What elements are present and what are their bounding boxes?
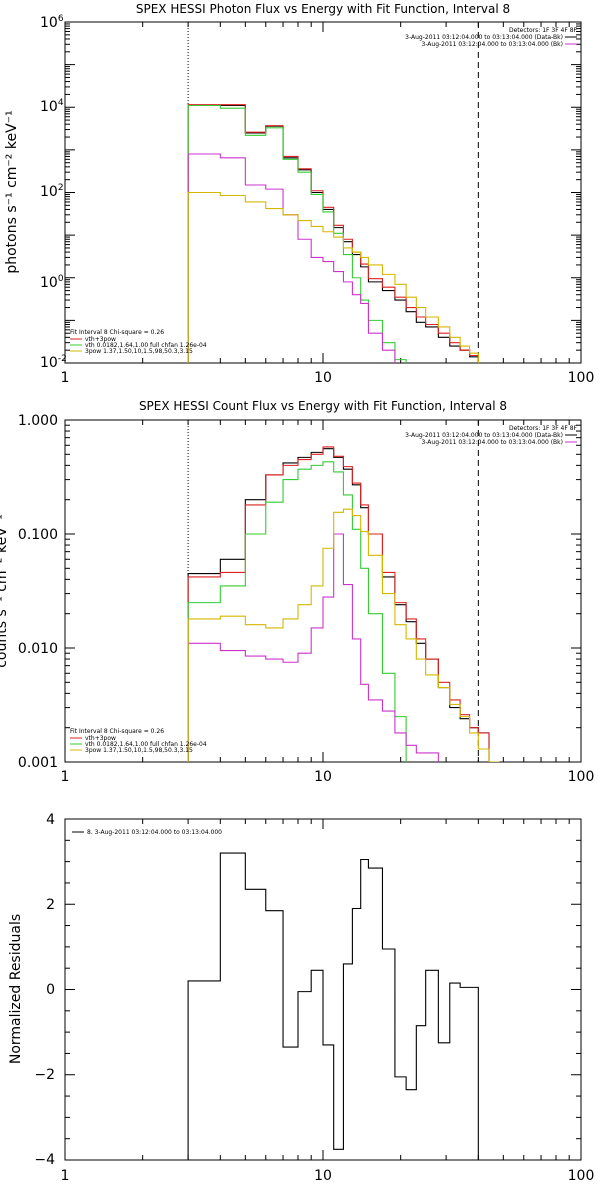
panel2-ytick-label: 0.100: [18, 527, 58, 543]
panel2-ytick-label: 0.010: [18, 641, 58, 657]
panel1-fit-legend-entry: vth 0.0182,1.64,1.00 full chfan 1.26e-04: [85, 342, 207, 349]
residuals-panel: 1 10 100 4 2 0 −2 −4 Normalized Residual…: [8, 812, 594, 1184]
panel1-minor-ticks: [64, 22, 581, 364]
panel2-fit-legend-entry: 3pow 1.37,1.50,10,1.5,98,50.3,3.15: [85, 747, 193, 754]
panel2-xtick-label: 100: [568, 769, 595, 785]
panel3-series-group: [187, 852, 479, 1160]
panel3-ytick-label: 0: [46, 982, 55, 998]
panel3-xtick-label: 10: [314, 1168, 332, 1184]
panel3-minor-ticks: [64, 818, 581, 1161]
series-step-line-2: [187, 104, 407, 363]
panel2-fit-legend-entry: vth+3pow: [85, 735, 116, 742]
panel2-minor-ticks: [64, 420, 581, 763]
series-step-line-0: [187, 448, 500, 762]
panel1-xtick-label: 1: [61, 370, 70, 386]
panel3-ytick-label: 4: [46, 812, 55, 828]
panel1-ytick-label: 10-2: [40, 354, 67, 371]
series-step-line-1: [187, 104, 479, 363]
series-step-line-3: [187, 153, 396, 363]
panel1-legend-entry: 3-Aug-2011 03:12:04.000 to 03:13:04.000 …: [405, 34, 563, 41]
series-step-line-1: [187, 446, 500, 762]
panel1-ytick-label: 102: [40, 183, 64, 200]
panel1-xtick-label: 100: [568, 370, 595, 386]
panel2-fit-legend: Fit Interval 8 Chi-square = 0.26 vth+3po…: [70, 728, 207, 754]
panel2-legend: 3-Aug-2011 03:12:04.000 to 03:13:04.000 …: [405, 432, 577, 446]
panel3-y-axis-label: Normalized Residuals: [8, 914, 24, 1064]
panel1-legend-entry: 3-Aug-2011 03:12:04.000 to 03:13:04.000 …: [421, 41, 563, 48]
panel2-fit-legend-entry: vth 0.0182,1.64,1.00 full chfan 1.26e-04: [85, 741, 207, 748]
panel2-title: SPEX HESSI Count Flux vs Energy with Fit…: [139, 399, 507, 413]
panel3-legend: 8. 3-Aug-2011 03:12:04.000 to 03:13:04.0…: [72, 829, 222, 836]
series-step-line-4: [187, 191, 479, 363]
series-step-line-4: [187, 508, 500, 762]
panel2-xtick-label: 1: [61, 769, 70, 785]
panel1-fit-legend-entry: 3pow 1.37,1.50,10,1.5,98,50.3,3.15: [85, 348, 193, 355]
panel1-fit-legend-entry: vth+3pow: [85, 336, 116, 343]
photon-flux-panel: SPEX HESSI Photon Flux vs Energy with Fi…: [4, 2, 595, 386]
series-step-line-0: [187, 104, 479, 363]
panel1-ytick-label: 100: [40, 274, 64, 291]
count-flux-panel: SPEX HESSI Count Flux vs Energy with Fit…: [0, 399, 595, 785]
panel2-y-axis-label: counts s⁻¹ cm⁻² keV⁻¹: [0, 514, 10, 668]
panel3-ytick-label: −2: [34, 1067, 55, 1083]
panel2-legend-entry: 3-Aug-2011 03:12:04.000 to 03:13:04.000 …: [421, 439, 563, 446]
panel3-legend-entry: 8. 3-Aug-2011 03:12:04.000 to 03:13:04.0…: [87, 829, 222, 836]
panel1-fit-legend-entry: Fit Interval 8 Chi-square = 0.26: [70, 329, 164, 336]
panel3-ytick-label: 2: [46, 897, 55, 913]
panel1-title: SPEX HESSI Photon Flux vs Energy with Fi…: [136, 2, 510, 16]
series-step-line-0: [187, 852, 479, 1160]
panel2-xtick-label: 10: [314, 769, 332, 785]
panel2-series-group: [187, 446, 500, 762]
series-step-line-2: [187, 461, 407, 762]
panel2-legend-entry: 3-Aug-2011 03:12:04.000 to 03:13:04.000 …: [405, 432, 563, 439]
panel2-ytick-label: 0.001: [18, 755, 58, 771]
series-step-line-3: [187, 533, 439, 762]
panel1-series-group: [187, 104, 479, 363]
panel2-plot-frame: [64, 419, 582, 763]
panel1-ytick-label: 104: [40, 98, 64, 115]
panel2-fit-legend-entry: Fit Interval 8 Chi-square = 0.26: [70, 728, 164, 735]
panel3-xtick-label: 1: [61, 1168, 70, 1184]
panel1-fit-legend: Fit Interval 8 Chi-square = 0.26 vth+3po…: [70, 329, 207, 355]
panel3-ytick-label: −4: [34, 1152, 55, 1168]
panel1-y-axis-label: photons s⁻¹ cm⁻² keV⁻¹: [4, 110, 20, 273]
panel1-range-markers: [187, 22, 479, 363]
panel1-ytick-label: 106: [40, 14, 64, 31]
panel3-xtick-label: 100: [568, 1168, 595, 1184]
panel1-legend: 3-Aug-2011 03:12:04.000 to 03:13:04.000 …: [405, 34, 577, 48]
panel1-detectors-label: Detectors: 1F 3F 4F 8F: [509, 27, 578, 34]
panel1-xtick-label: 10: [314, 370, 332, 386]
panel2-ytick-label: 1.000: [18, 413, 58, 429]
panel2-detectors-label: Detectors: 1F 3F 4F 8F: [509, 425, 578, 432]
